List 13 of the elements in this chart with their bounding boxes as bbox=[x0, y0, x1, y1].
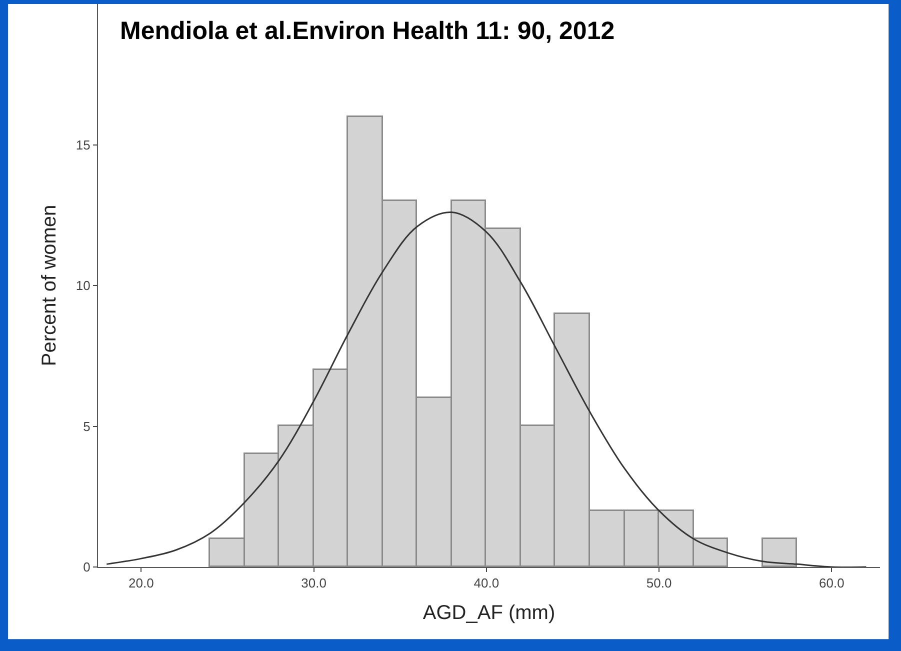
line-series bbox=[106, 212, 867, 567]
y-tick-label: 0 bbox=[83, 560, 90, 575]
x-tick-label: 40.0 bbox=[474, 576, 500, 591]
text: Mendiola et al.Environ Health 11: 90, 2012 bbox=[120, 17, 615, 45]
y-axis-title: Percent of women bbox=[38, 204, 60, 366]
y-tick-label: 10 bbox=[76, 278, 90, 294]
x-tick-label: 30.0 bbox=[301, 576, 326, 591]
x-tick-label: 20.0 bbox=[128, 576, 154, 591]
x-tick-label: 60.0 bbox=[819, 576, 844, 591]
x-tick-label: 50.0 bbox=[646, 576, 672, 591]
y-tick-label: 5 bbox=[83, 418, 90, 434]
x-axis-title: AGD_AF (mm) bbox=[422, 602, 556, 624]
y-tick-label: 15 bbox=[76, 137, 90, 152]
